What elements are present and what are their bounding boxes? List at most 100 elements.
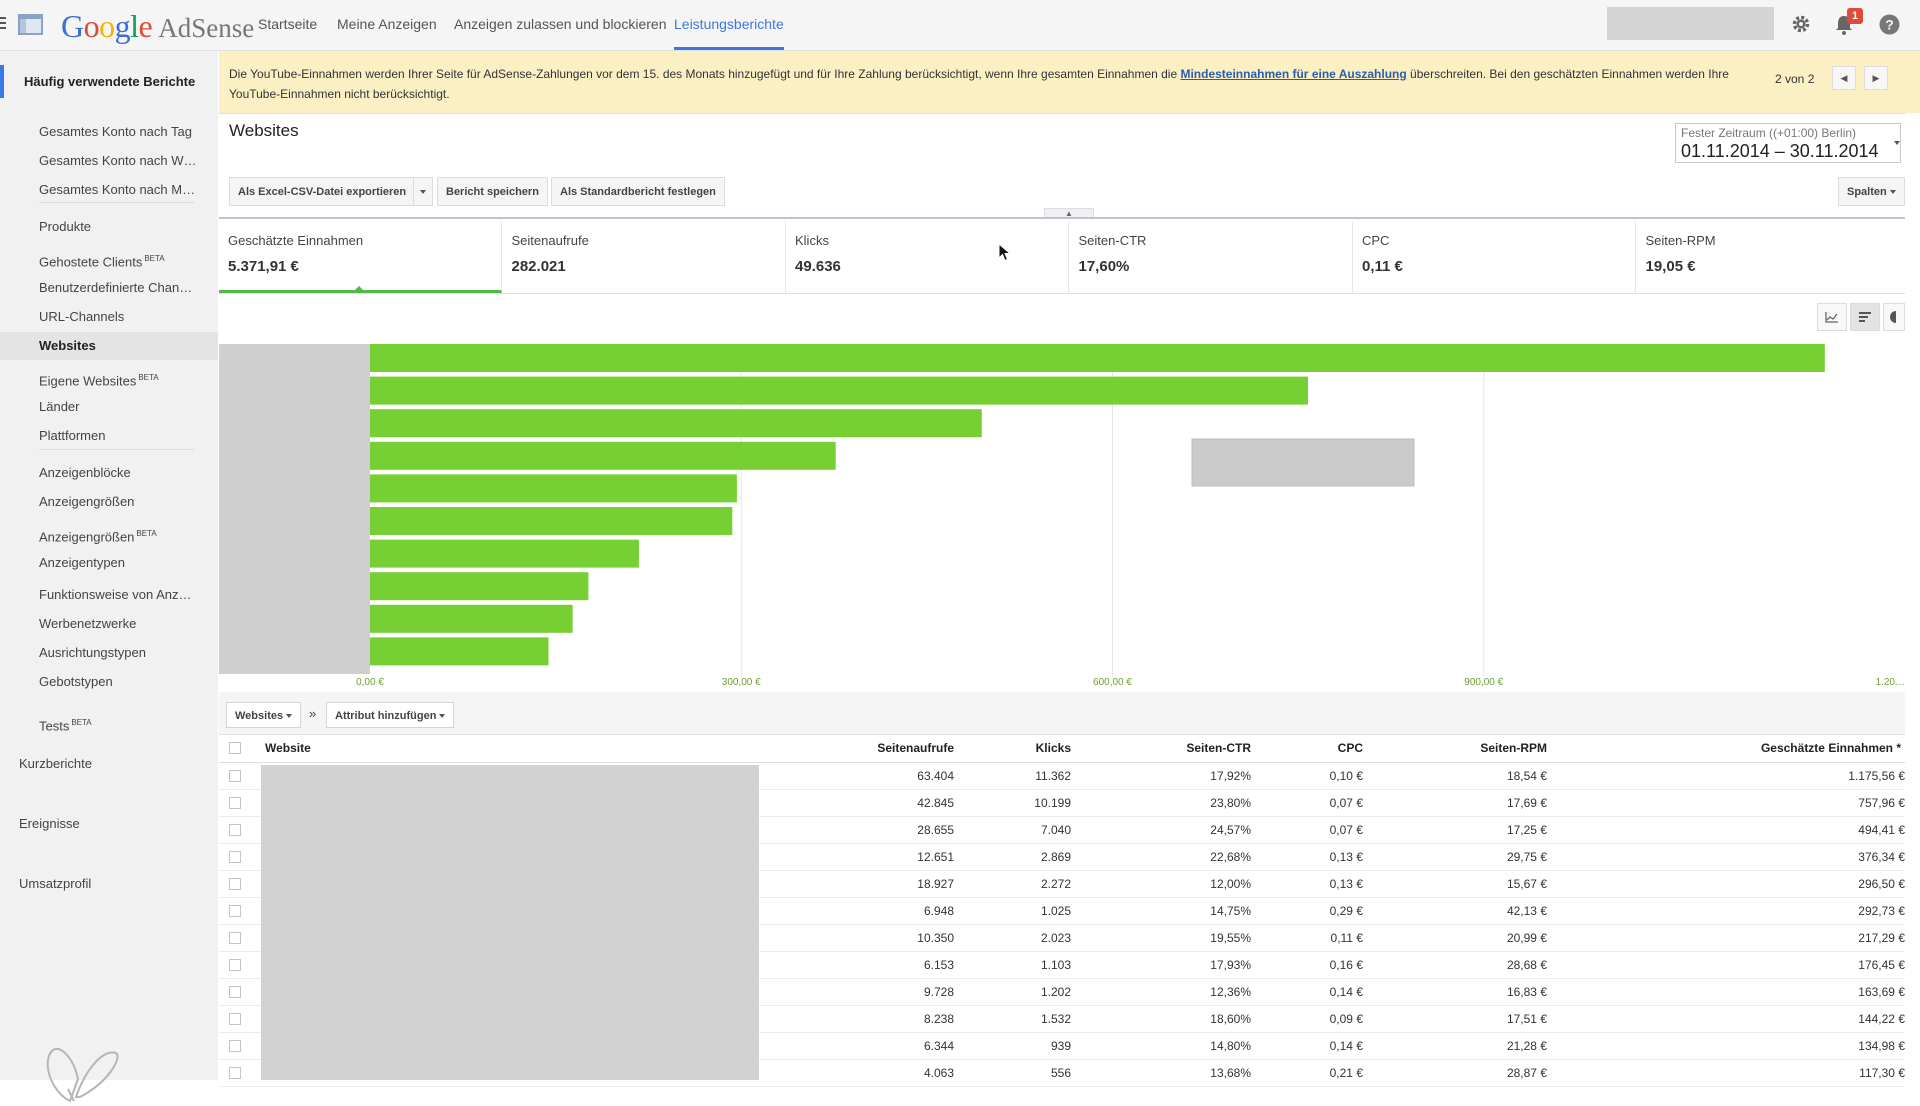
column-header-3[interactable]: Seiten-CTR [1186, 741, 1251, 755]
metric-tile-0[interactable]: Geschätzte Einnahmen 5.371,91 € [219, 221, 502, 293]
save-report-button[interactable]: Bericht speichern [437, 177, 548, 206]
active-metric-pointer [354, 286, 364, 291]
table-row[interactable]: 28.655 7.040 24,57% 0,07 € 17,25 € 494,41 € [219, 817, 1905, 844]
metric-tile-3[interactable]: Seiten-CTR 17,60% [1070, 221, 1353, 293]
sidebar-item-19[interactable]: Tests BETA [0, 709, 218, 737]
export-csv-button[interactable]: Als Excel-CSV-Datei exportieren [229, 177, 431, 206]
menu-icon[interactable] [0, 17, 6, 31]
gear-icon[interactable] [1791, 14, 1811, 34]
sidebar-section-0[interactable]: Kurzberichte [19, 756, 92, 771]
table-row[interactable]: 9.728 1.202 12,36% 0,14 € 16,83 € 163,69 € [219, 979, 1905, 1006]
metric-tile-4[interactable]: CPC 0,11 € [1353, 221, 1636, 293]
date-range-picker[interactable]: Fester Zeitraum ((+01:00) Berlin) 01.11.… [1675, 123, 1901, 163]
pie-chart-button[interactable] [1883, 303, 1905, 331]
row-checkbox[interactable] [229, 1067, 241, 1079]
sidebar-item-1[interactable]: Gesamtes Konto nach W… [0, 147, 218, 175]
add-attribute-dropdown[interactable]: Attribut hinzufügen [326, 702, 455, 728]
bar-chart-button[interactable] [1850, 303, 1880, 331]
column-header-4[interactable]: CPC [1337, 741, 1363, 755]
metric-tile-1[interactable]: Seitenaufrufe 282.021 [503, 221, 786, 293]
sidebar-heading[interactable]: Häufig verwendete Berichte [0, 65, 218, 98]
row-checkbox[interactable] [229, 1013, 241, 1025]
sidebar-item-7[interactable]: Websites [0, 332, 218, 360]
table-cell: 12.651 [917, 850, 954, 864]
sidebar-item-13[interactable]: Anzeigengrößen BETA [0, 520, 218, 548]
column-header-6[interactable]: Geschätzte Einnahmen * [1760, 741, 1901, 755]
column-header-2[interactable]: Klicks [1035, 741, 1071, 755]
metric-value: 0,11 € [1362, 258, 1403, 275]
sidebar-divider [39, 449, 194, 450]
table-row[interactable]: 12.651 2.869 22,68% 0,13 € 29,75 € 376,34 € [219, 844, 1905, 871]
select-all-checkbox[interactable] [229, 742, 241, 754]
table-row[interactable]: 6.344 939 14,80% 0,14 € 21,28 € 134,98 € [219, 1033, 1905, 1060]
sidebar-section-2[interactable]: Umsatzprofil [19, 876, 92, 891]
export-options-dropdown[interactable] [413, 177, 433, 206]
metric-tile-2[interactable]: Klicks 49.636 [786, 221, 1069, 293]
sidebar-item-10[interactable]: Plattformen [0, 422, 218, 450]
adsense-butterfly-logo [46, 1048, 119, 1103]
table-row[interactable]: 6.153 1.103 17,93% 0,16 € 28,68 € 176,45 € [219, 952, 1905, 979]
minimum-payout-link[interactable]: Mindesteinnahmen für eine Auszahlung [1180, 67, 1407, 81]
sidebar-item-6[interactable]: URL-Channels [0, 303, 218, 331]
sidebar-item-4[interactable]: Gehostete Clients BETA [0, 245, 218, 273]
column-header-5[interactable]: Seiten-RPM [1480, 741, 1547, 755]
sidebar-item-12[interactable]: Anzeigengrößen [0, 488, 218, 516]
row-checkbox[interactable] [229, 878, 241, 890]
notification-badge[interactable]: 1 [1847, 8, 1863, 24]
table-row[interactable]: 63.404 11.362 17,92% 0,10 € 18,54 € 1.175,56 … [219, 763, 1905, 790]
sidebar-item-label: Gesamtes Konto nach W… [39, 153, 197, 168]
nav-tab-0[interactable]: Startseite [258, 16, 318, 32]
nav-tab-2[interactable]: Anzeigen zulassen und blockieren [454, 16, 667, 32]
sidebar-item-11[interactable]: Anzeigenblöcke [0, 459, 218, 487]
sidebar-item-0[interactable]: Gesamtes Konto nach Tag [0, 118, 218, 146]
row-checkbox[interactable] [229, 1040, 241, 1052]
sidebar-item-9[interactable]: Länder [0, 393, 218, 421]
sidebar-item-17[interactable]: Ausrichtungstypen [0, 639, 218, 667]
sidebar-item-15[interactable]: Funktionsweise von Anz… [0, 581, 218, 609]
notice-prev-button[interactable]: ◀ [1832, 66, 1856, 90]
nav-tab-3[interactable]: Leistungsberichte [674, 0, 784, 50]
chevron-up-icon: ▲ [1065, 209, 1073, 218]
column-header-0[interactable]: Website [265, 741, 311, 755]
chevron-down-icon [286, 714, 293, 719]
report-grid-icon[interactable] [18, 14, 43, 35]
row-checkbox[interactable] [229, 797, 241, 809]
sidebar-item-5[interactable]: Benutzerdefinierte Chan… [0, 274, 218, 302]
columns-button[interactable]: Spalten [1838, 177, 1905, 206]
row-checkbox[interactable] [229, 770, 241, 782]
metric-tile-5[interactable]: Seiten-RPM 19,05 € [1637, 221, 1920, 293]
table-row[interactable]: 42.845 10.199 23,80% 0,07 € 17,69 € 757,96 € [219, 790, 1905, 817]
table-row[interactable]: 18.927 2.272 12,00% 0,13 € 15,67 € 296,50 € [219, 871, 1905, 898]
sidebar-item-14[interactable]: Anzeigentypen [0, 549, 218, 577]
date-range-value: 01.11.2014 – 30.11.2014 [1681, 141, 1879, 161]
dimension-dropdown[interactable]: Websites [226, 702, 302, 728]
row-checkbox[interactable] [229, 905, 241, 917]
sidebar-section-1[interactable]: Ereignisse [19, 816, 80, 831]
account-search-box[interactable] [1607, 7, 1774, 40]
bar-chart-icon [1859, 312, 1871, 322]
table-row[interactable]: 10.350 2.023 19,55% 0,11 € 20,99 € 217,29 € [219, 925, 1905, 952]
row-checkbox[interactable] [229, 824, 241, 836]
sidebar-item-3[interactable]: Produkte [0, 213, 218, 241]
line-chart-button[interactable] [1817, 303, 1847, 331]
row-checkbox[interactable] [229, 986, 241, 998]
table-cell: 6.344 [923, 1039, 954, 1053]
nav-tab-1[interactable]: Meine Anzeigen [337, 16, 437, 32]
date-dropdown-arrow-icon[interactable] [1894, 141, 1900, 145]
sidebar-item-8[interactable]: Eigene Websites BETA [0, 364, 218, 392]
collapse-chart-handle[interactable]: ▲ [1044, 208, 1094, 218]
table-row[interactable]: 6.948 1.025 14,75% 0,29 € 42,13 € 292,73 € [219, 898, 1905, 925]
help-icon[interactable]: ? [1879, 14, 1900, 35]
set-default-report-button[interactable]: Als Standardbericht festlegen [551, 177, 725, 206]
row-checkbox[interactable] [229, 932, 241, 944]
notice-next-button[interactable]: ▶ [1864, 66, 1888, 90]
sidebar-item-18[interactable]: Gebotstypen [0, 668, 218, 696]
sidebar-item-label: Gesamtes Konto nach M… [39, 182, 196, 197]
row-checkbox[interactable] [229, 959, 241, 971]
sidebar-item-16[interactable]: Werbenetzwerke [0, 610, 218, 638]
table-row[interactable]: 8.238 1.532 18,60% 0,09 € 17,51 € 144,22 € [219, 1006, 1905, 1033]
column-header-1[interactable]: Seitenaufrufe [877, 741, 954, 755]
sidebar-item-2[interactable]: Gesamtes Konto nach M… [0, 176, 218, 204]
row-checkbox[interactable] [229, 851, 241, 863]
adsense-logo[interactable]: Google AdSense [61, 8, 254, 44]
